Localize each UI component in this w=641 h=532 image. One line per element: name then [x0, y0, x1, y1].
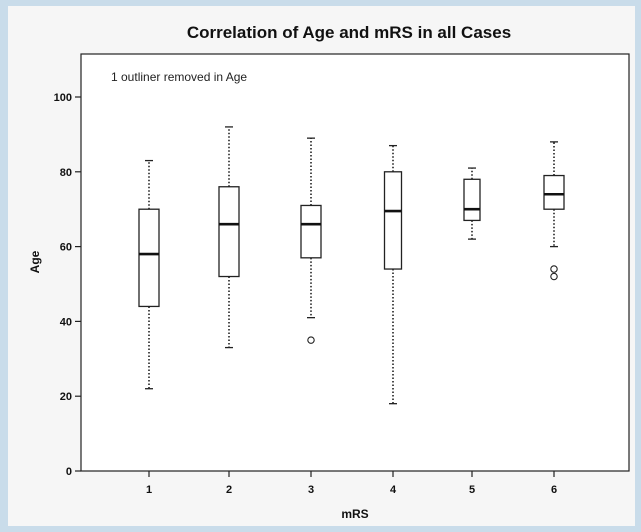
- y-tick-label: 40: [60, 316, 72, 328]
- y-tick-label: 100: [54, 92, 72, 104]
- outlier-point: [307, 336, 315, 344]
- y-axis-title: Age: [28, 250, 42, 273]
- box-3: [300, 137, 322, 344]
- annotation-text: 1 outliner removed in Age: [111, 70, 247, 84]
- y-tick-label: 0: [66, 466, 72, 478]
- plot-area: [80, 53, 630, 472]
- iqr-box: [463, 178, 481, 222]
- iqr-box: [218, 186, 240, 278]
- x-tick-label: 5: [469, 484, 475, 496]
- x-tick-label: 4: [390, 484, 397, 496]
- outlier-point: [550, 265, 558, 273]
- boxplot-chart: Correlation of Age and mRS in all Cases …: [28, 23, 630, 521]
- y-axis: 0 20 40 60 80 100: [54, 92, 81, 478]
- box-2: [218, 126, 240, 349]
- outlier-point: [550, 272, 558, 281]
- chart-title: Correlation of Age and mRS in all Cases: [187, 23, 511, 42]
- y-tick-label: 60: [60, 242, 72, 254]
- iqr-box: [543, 174, 565, 210]
- iqr-box: [300, 204, 322, 259]
- y-tick-label: 20: [60, 391, 72, 403]
- box-6: [543, 141, 565, 281]
- x-tick-label: 6: [551, 484, 557, 496]
- chart-panel: Correlation of Age and mRS in all Cases …: [8, 6, 635, 526]
- x-axis-title: mRS: [341, 507, 368, 521]
- iqr-box: [383, 171, 403, 270]
- box-series: [138, 126, 565, 405]
- box-4: [383, 144, 403, 405]
- box-5: [463, 167, 481, 240]
- iqr-box: [138, 208, 160, 308]
- x-tick-label: 3: [308, 484, 314, 496]
- box-1: [138, 159, 160, 390]
- y-tick-label: 80: [60, 167, 72, 179]
- x-tick-label: 2: [226, 484, 232, 496]
- x-axis: 1 2 3 4 5 6: [146, 471, 557, 496]
- x-tick-label: 1: [146, 484, 152, 496]
